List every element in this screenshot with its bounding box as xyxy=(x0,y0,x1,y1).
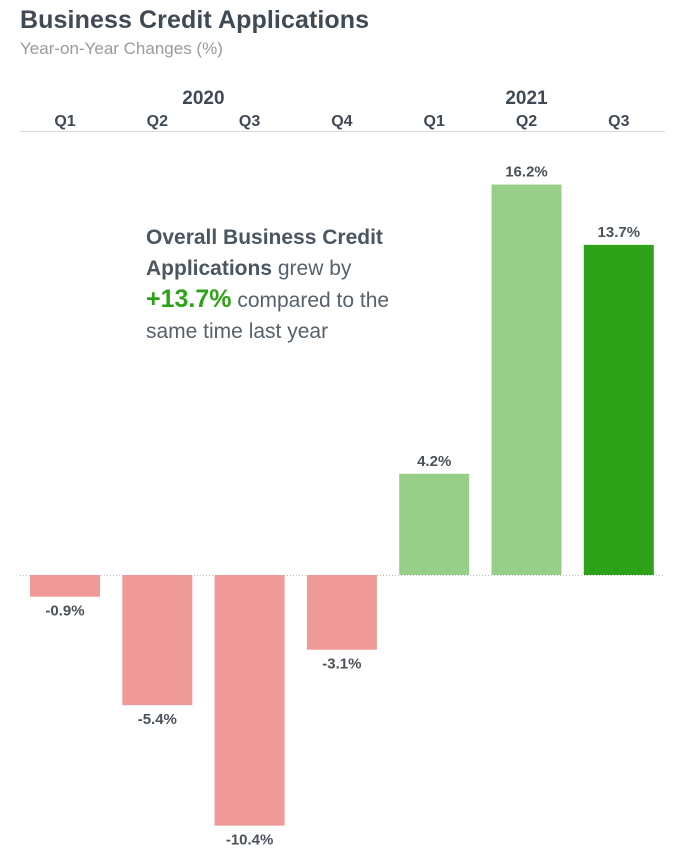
data-label: -5.4% xyxy=(138,711,177,728)
data-label: 13.7% xyxy=(598,224,641,241)
quarter-label: Q1 xyxy=(424,113,445,130)
quarter-label: Q1 xyxy=(54,113,75,130)
data-label: 4.2% xyxy=(417,453,451,470)
quarter-label: Q2 xyxy=(147,113,168,130)
annotation-pre: grew by xyxy=(272,257,352,280)
year-label-2020: 2020 xyxy=(182,88,224,109)
quarter-label: Q4 xyxy=(331,113,352,130)
year-label-2021: 2021 xyxy=(505,88,548,109)
chart-title: Business Credit Applications xyxy=(20,6,370,34)
quarter-label: Q3 xyxy=(608,113,629,130)
annotation-highlight: +13.7% xyxy=(146,285,232,313)
quarter-label: Q3 xyxy=(239,113,260,130)
data-label: -10.4% xyxy=(226,832,274,849)
bar xyxy=(491,184,562,575)
summary-annotation: Overall Business Credit Applications gre… xyxy=(146,222,446,347)
annotation-strong: Overall Business Credit Applications xyxy=(146,226,383,280)
data-label: 16.2% xyxy=(505,164,548,181)
bar xyxy=(583,244,654,575)
chart-subtitle: Year-on-Year Changes (%) xyxy=(20,39,223,58)
bar xyxy=(30,575,100,597)
bar xyxy=(122,575,193,706)
bar xyxy=(399,473,470,575)
annotation-post: compared to the same time last year xyxy=(146,289,390,343)
quarter-label: Q2 xyxy=(516,113,537,130)
bar xyxy=(214,575,285,826)
data-label: -0.9% xyxy=(45,603,84,620)
data-label: -3.1% xyxy=(322,656,361,673)
bar xyxy=(306,575,377,650)
